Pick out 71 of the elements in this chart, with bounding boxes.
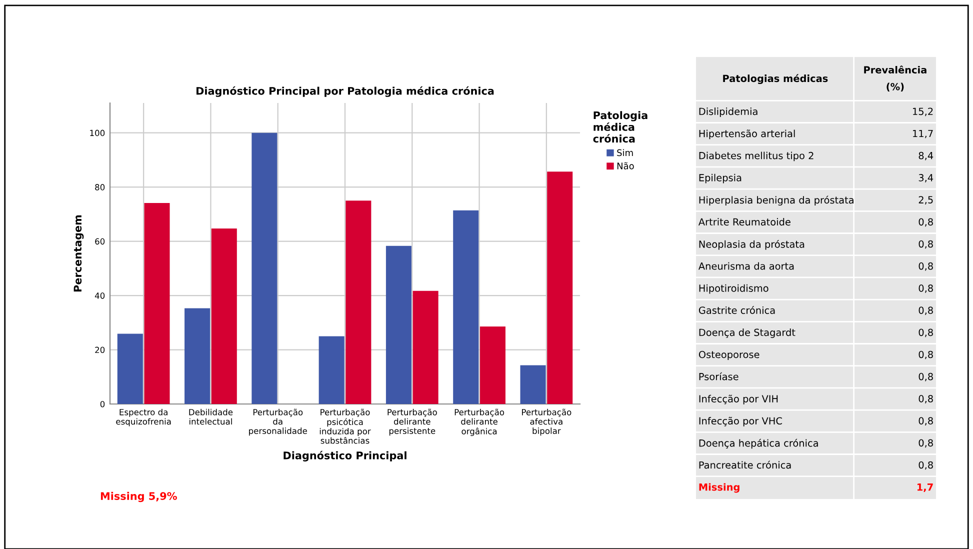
category-label: Missing xyxy=(699,483,740,493)
text: 8,4 xyxy=(918,152,934,160)
category-label: Dislipidemia xyxy=(699,108,758,117)
category-label: Diabetes mellitus tipo 2 xyxy=(699,152,814,162)
text: 0,8 xyxy=(918,284,933,293)
category-label: Pancreatite crónica xyxy=(699,460,791,469)
text: 0,8 xyxy=(918,439,933,448)
legend-title: Patologia médica crónica xyxy=(593,111,648,143)
category-label: Hipertensão arterial xyxy=(699,130,795,140)
category-label: Infecção por VHC xyxy=(699,416,782,426)
category-label: Gastrite crónica xyxy=(698,306,775,314)
text: 0,8 xyxy=(918,372,933,382)
category-label: Osteoporose xyxy=(698,350,760,360)
text: 0,8 xyxy=(918,306,933,315)
text: Prevalência (%) xyxy=(864,66,926,92)
y-tick-label: 20 xyxy=(95,346,105,354)
x-tick-label: Perturbação afectiva bipolar xyxy=(522,408,572,436)
bar xyxy=(252,132,278,404)
text: 15,2 xyxy=(913,108,933,116)
bar xyxy=(520,365,546,404)
text: 0,8 xyxy=(918,328,933,338)
text: 1,7 xyxy=(917,484,933,492)
text: 0,8 xyxy=(918,395,933,404)
text: Missing 5,9% xyxy=(100,492,177,502)
text: 0,8 xyxy=(918,218,933,227)
bar xyxy=(547,172,573,404)
x-tick-label: Perturbação delirante persistente xyxy=(388,408,437,436)
bar xyxy=(346,200,372,404)
category-label: Artrite Reumatoide xyxy=(698,218,790,226)
y-tick-label: 80 xyxy=(95,184,105,190)
category-label: Hiperplasia benigna da próstata xyxy=(699,196,854,206)
y-tick-label: 0 xyxy=(100,400,105,408)
y-axis-title: Percentagem xyxy=(74,215,84,292)
text: Patologias médicas xyxy=(723,74,828,84)
legend-label: Sim xyxy=(617,149,633,156)
bar xyxy=(318,336,344,404)
bar xyxy=(480,326,506,404)
x-axis-title: Diagnóstico Principal xyxy=(284,450,406,462)
x-tick-label: Debilidade intelectual xyxy=(189,408,233,425)
category-label: Doença de Stagardt xyxy=(699,328,796,338)
category-label: Infecção por VIH xyxy=(699,394,778,404)
text: 11,7 xyxy=(913,130,933,138)
y-tick-label: 60 xyxy=(95,238,105,245)
text: 3,4 xyxy=(918,174,934,182)
text: 0,8 xyxy=(918,461,933,470)
x-tick-label: Espectro da esquizofrenia xyxy=(116,408,171,426)
bar xyxy=(412,290,438,404)
category-label: Psoríase xyxy=(699,372,738,380)
category-label: Doença hepática crónica xyxy=(699,438,818,449)
category-label: Hipotiroidismo xyxy=(699,284,768,294)
bar xyxy=(211,228,237,404)
y-tick-label: 100 xyxy=(90,130,105,136)
text: 0,8 xyxy=(918,417,933,426)
legend-label: Não xyxy=(617,162,634,170)
bar xyxy=(386,246,412,404)
x-tick-label: Perturbação da personalidade xyxy=(249,408,307,436)
category-label: Aneurisma da aorta xyxy=(698,262,794,270)
bar xyxy=(184,308,210,404)
text: 2,5 xyxy=(918,196,933,204)
category-label: Neoplasia da próstata xyxy=(699,240,804,250)
text: 0,8 xyxy=(918,262,933,271)
y-tick-label: 40 xyxy=(94,292,105,299)
x-tick-label: Perturbação psicótica induzida por substâncias xyxy=(320,408,371,444)
x-tick-label: Perturbação delirante orgânica xyxy=(454,408,504,436)
bar xyxy=(144,203,170,404)
bar xyxy=(117,334,143,404)
bar xyxy=(453,210,479,404)
chart-title: Diagnóstico Principal por Patologia médica crónica xyxy=(196,86,494,97)
category-label: Epilepsia xyxy=(699,174,742,184)
text: 0,8 xyxy=(918,350,933,360)
text: 0,8 xyxy=(918,240,933,249)
